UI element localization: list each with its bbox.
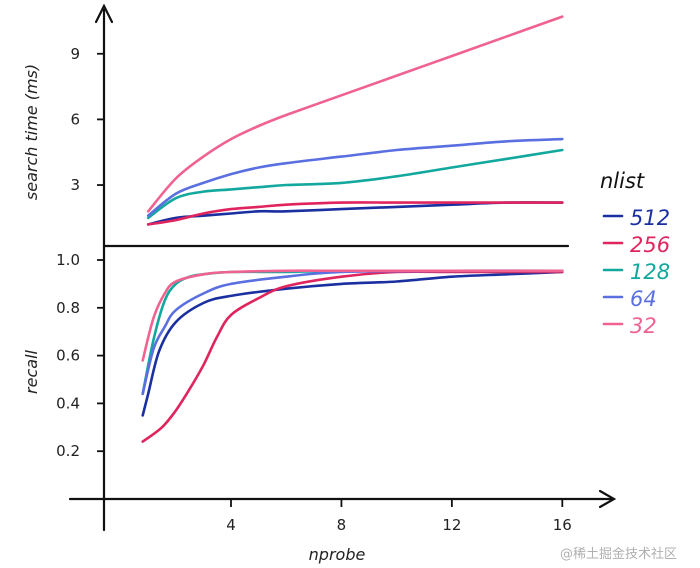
legend-label-32: 32 (630, 314, 657, 338)
watermark: @稀土掘金技术社区 (560, 546, 677, 562)
y-tick-label: 0.4 (56, 394, 80, 412)
recall-series (141, 269, 564, 443)
y-tick-label: 0.2 (56, 442, 80, 460)
y-tick-label: 9 (70, 45, 80, 63)
x-tick-label: 16 (553, 516, 572, 534)
search-time-series-nlist-256 (146, 201, 564, 226)
bottom-panel-ticks: 0.2 0.4 0.6 0.8 1.0 (56, 251, 104, 460)
x-tick-label: 4 (226, 516, 236, 534)
y-tick-label: 1.0 (56, 251, 80, 269)
recall-series-nlist-128 (141, 269, 564, 396)
legend: nlist 512 256 128 64 32 (600, 169, 670, 338)
search-time-series-nlist-32 (146, 15, 564, 213)
legend-label-256: 256 (630, 233, 670, 257)
x-tick-label: 8 (337, 516, 347, 534)
recall-series-nlist-32 (141, 269, 564, 362)
legend-label-64: 64 (630, 287, 657, 311)
x-axis-title: nprobe (309, 545, 366, 564)
legend-label-128: 128 (630, 260, 670, 284)
y-tick-label: 0.6 (56, 347, 80, 365)
search-time-series (146, 15, 564, 226)
legend-title: nlist (600, 169, 645, 193)
bottom-y-axis-title: recall (22, 349, 41, 393)
y-tick-label: 6 (70, 110, 80, 128)
y-axis-arrowhead (94, 3, 114, 24)
recall-series-nlist-512 (141, 270, 564, 417)
search-time-series-nlist-128 (146, 148, 564, 220)
y-tick-label: 0.8 (56, 299, 80, 317)
x-axis-arrowhead (598, 489, 617, 509)
top-panel-ticks: 3 6 9 (70, 45, 104, 194)
x-tick-label: 12 (442, 516, 461, 534)
recall-series-nlist-64 (141, 269, 564, 396)
y-tick-label: 3 (70, 176, 80, 194)
search-time-series-nlist-64 (146, 137, 564, 217)
axes-group (68, 3, 617, 532)
x-axis-ticks: 4 8 12 16 (226, 499, 572, 534)
recall-series-nlist-256 (141, 270, 564, 443)
legend-label-512: 512 (630, 206, 670, 230)
top-y-axis-title: search time (ms) (22, 64, 41, 200)
